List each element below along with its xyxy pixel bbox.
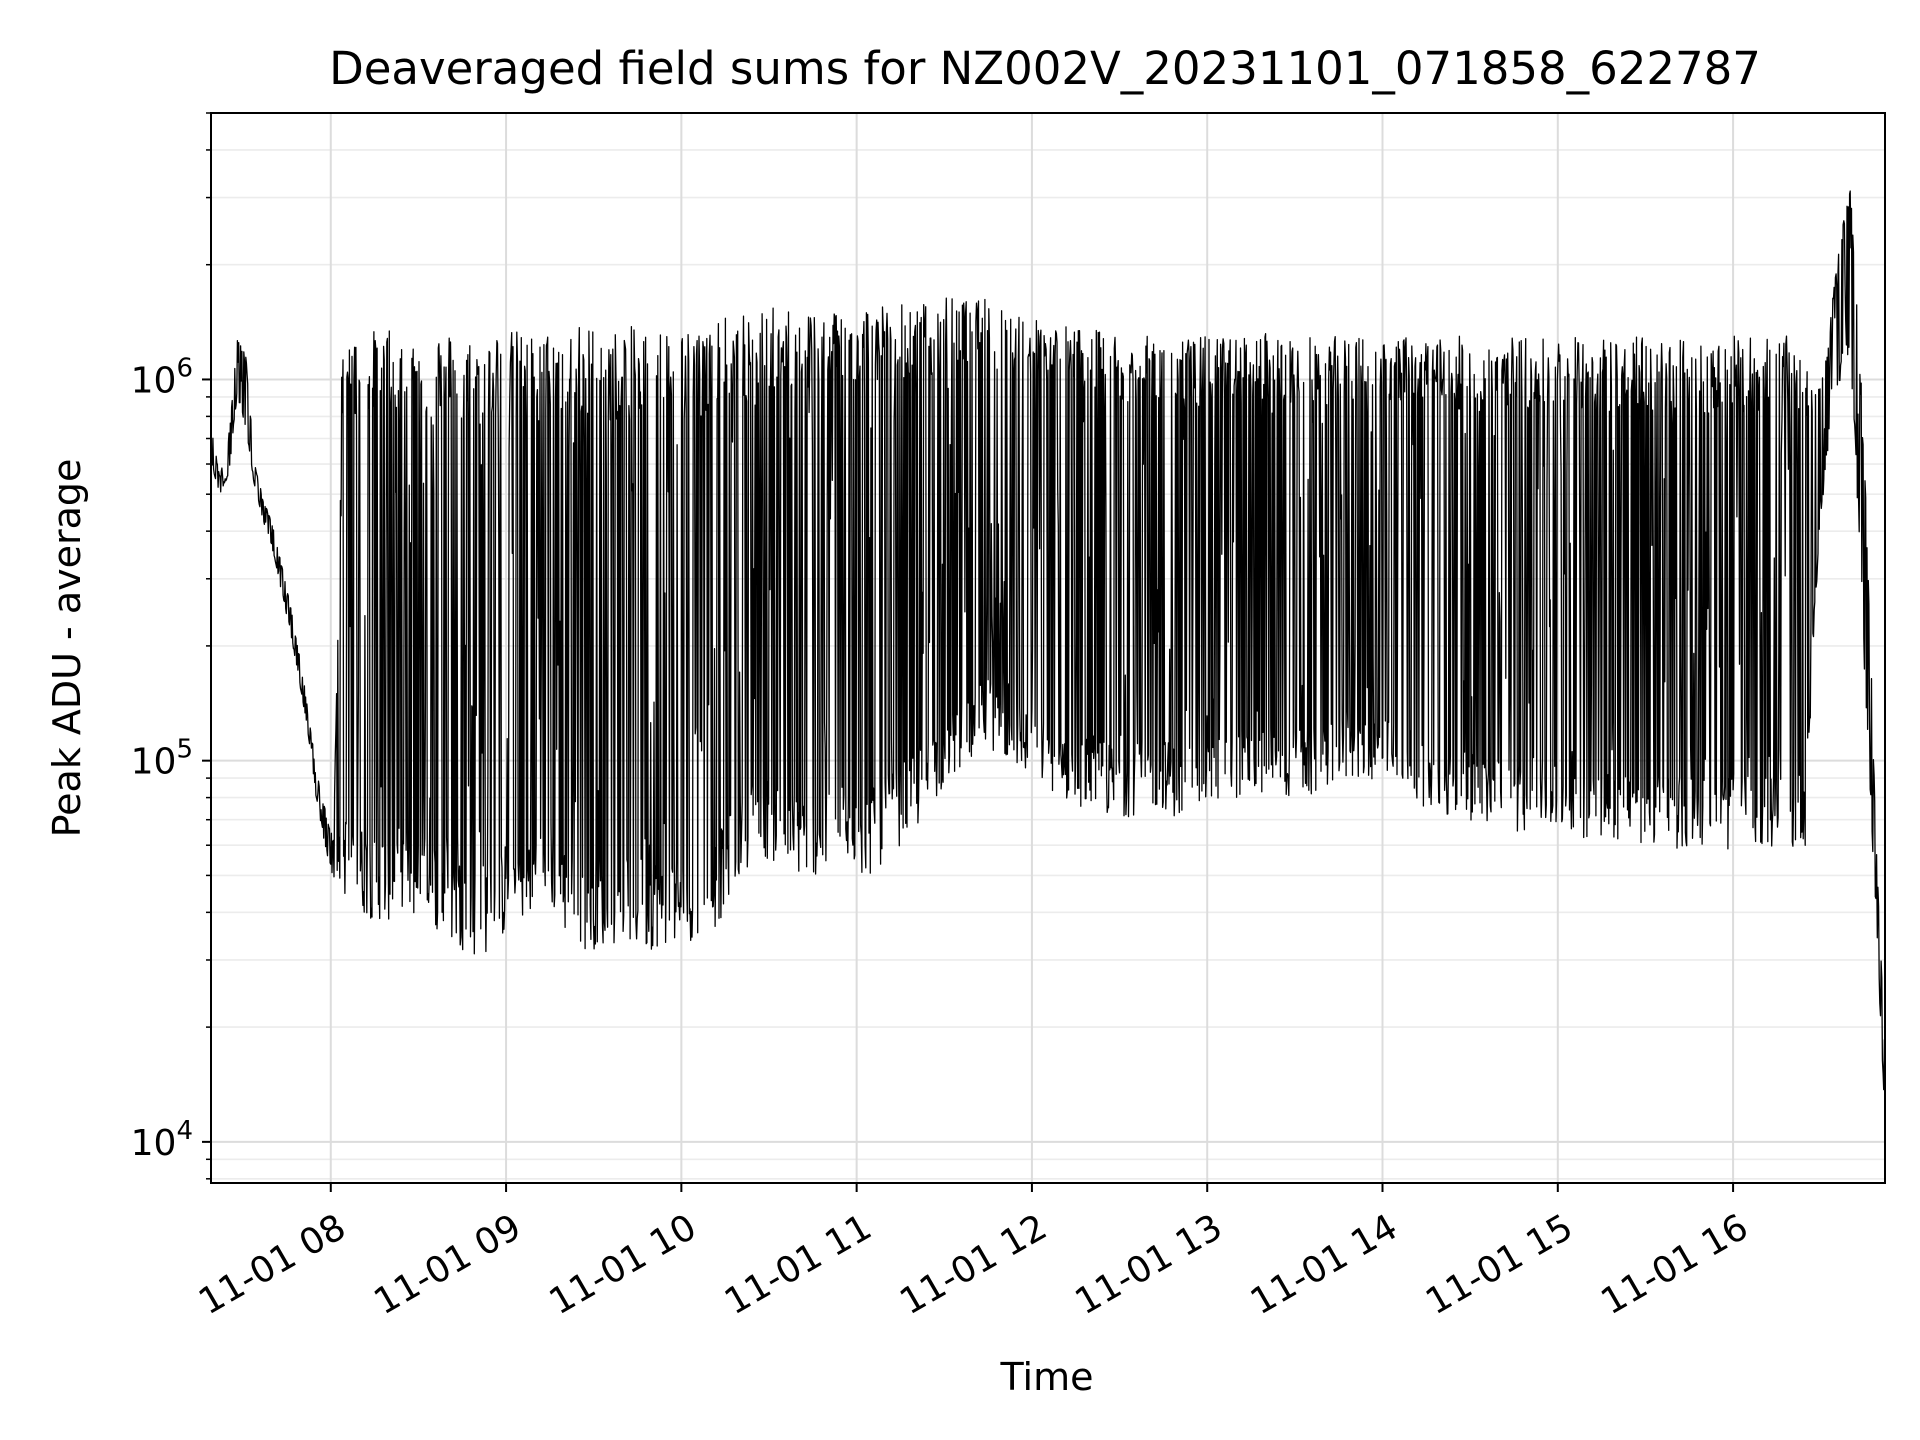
y-tick-label: 104: [131, 1116, 193, 1164]
y-tick-label: 106: [131, 353, 193, 401]
y-tick-base: 10: [131, 742, 177, 783]
series-line: [210, 190, 1886, 1125]
y-axis-label: Peak ADU - average: [45, 459, 89, 838]
y-tick-base: 10: [131, 360, 177, 401]
y-tick-label: 105: [131, 735, 193, 783]
plot-frame: [210, 112, 1886, 1184]
y-tick-exponent: 5: [176, 735, 193, 765]
y-tick-base: 10: [131, 1123, 177, 1164]
chart-title: Deaveraged field sums for NZ002V_2023110…: [329, 42, 1761, 95]
y-tick-exponent: 4: [176, 1116, 193, 1146]
x-axis-label: Time: [1000, 1355, 1094, 1399]
data-series: [210, 190, 1886, 1125]
y-tick-exponent: 6: [176, 353, 193, 383]
